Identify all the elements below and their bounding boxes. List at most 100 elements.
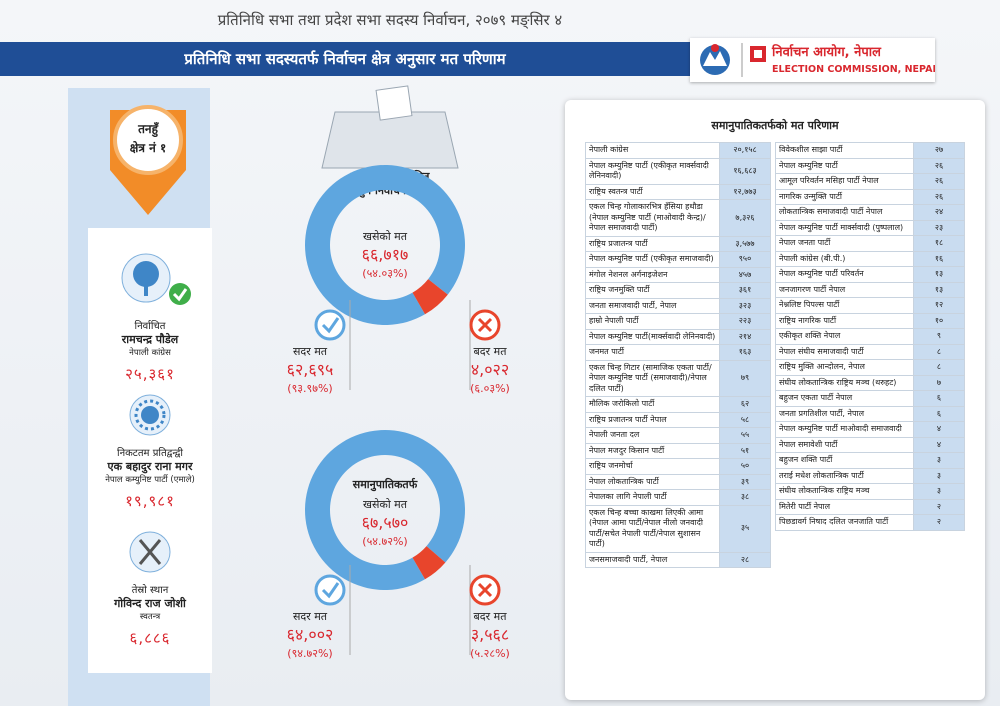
table-row: नेपाल कम्युनिष्ट पार्टी(मार्क्सवादी लेनि… [585, 328, 771, 345]
cast-label: खसेको मत [363, 230, 408, 243]
party-name: नेपाल कम्युनिष्ट पार्टी [775, 157, 914, 174]
table-row: संघीय लोकतान्त्रिक राष्ट्रिय मञ्च ३ [775, 483, 965, 500]
table-row: राष्ट्रिय जनमुक्ति पार्टी ३६१ [585, 282, 771, 299]
cast-label: खसेको मत [363, 498, 408, 511]
party-votes: ७९ [719, 359, 771, 397]
valid-pct: (९३.९७%) [287, 382, 332, 395]
table-row: राष्ट्रिय जनमोर्चा ५० [585, 458, 771, 475]
party-votes: १६,६८३ [719, 157, 771, 185]
table-row: एकल चिन्ह गोलाकारभित्र हँसिया हथौडा (नेप… [585, 199, 771, 237]
invalid-arc [412, 546, 446, 580]
party-votes: २०,१५८ [719, 142, 771, 159]
party-votes: ३ [913, 483, 965, 500]
pin-circle [113, 105, 183, 175]
invalid-pct: (५.२८%) [470, 647, 510, 660]
party-name: आमूल परिवर्तन मसिहा पार्टी नेपाल [775, 173, 914, 190]
party-votes: ४५७ [719, 266, 771, 283]
party-name: राष्ट्रिय स्वतन्त्र पार्टी [585, 183, 720, 200]
candidate-name: गोविन्द राज जोशी [114, 597, 186, 610]
candidate-votes: ६,८८६ [129, 629, 171, 647]
party-name: एकीकृत शक्ति नेपाल [775, 328, 914, 345]
party-name: नागरिक उन्मुक्ति पार्टी [775, 188, 914, 205]
logo-en: ELECTION COMMISSION, NEPAL [772, 64, 935, 75]
party-votes: ३ [913, 452, 965, 469]
table-row: मौलिक जरोकिलो पार्टी ६२ [585, 396, 771, 413]
valid-votes: ६४,००२ [287, 625, 334, 644]
table-row: लोकतान्त्रिक समाजवादी पार्टी नेपाल २४ [775, 204, 965, 221]
party-votes: ६ [913, 390, 965, 407]
valid-label: सदर मत [293, 610, 328, 623]
party-votes: ७,३२६ [719, 199, 771, 237]
invalid-votes: ३,५६८ [471, 625, 509, 644]
results-table-right: विवेकशील साझा पार्टी २७ नेपाल कम्युनिष्ट प… [775, 142, 965, 531]
party-votes: ५१ [719, 442, 771, 459]
party-votes: २६ [913, 188, 965, 205]
table-row: एकल चिन्ह गिटार (सामाजिक एकता पार्टी/नेप… [585, 359, 771, 397]
table-row: संघीय लोकतान्त्रिक राष्ट्रिय मञ्च (थरुहट… [775, 374, 965, 391]
table-row: नागरिक उन्मुक्ति पार्टी २६ [775, 188, 965, 205]
constituency-number: क्षेत्र नं १ [130, 141, 166, 155]
invalid-cross [477, 582, 493, 598]
table-row: नेपाल लोकतान्त्रिक पार्टी ३९ [585, 473, 771, 490]
party-votes: २६ [913, 157, 965, 174]
party-votes: १३ [913, 281, 965, 298]
ballot-paper [375, 85, 413, 121]
scissors-symbol [138, 539, 162, 565]
valid-tick [321, 317, 340, 334]
check-mark [172, 288, 188, 302]
party-votes: २२३ [719, 313, 771, 330]
party-votes: २३ [913, 219, 965, 236]
sun-rays [134, 399, 166, 431]
valid-icon [314, 309, 346, 341]
results-table-left: नेपाली कांग्रेस २०,१५८ नेपाल कम्युनिष्ट पा… [585, 142, 771, 568]
emblem-mountain [703, 51, 727, 66]
party-name: राष्ट्रिय प्रजातन्त्र पार्टी [585, 235, 720, 252]
table-row: बहुजन एकता पार्टी नेपाल ६ [775, 390, 965, 407]
party-name: नेपाली जनता दल [585, 427, 720, 444]
party-votes: ३,५७७ [719, 235, 771, 252]
candidate: निकटतम प्रतिद्वन्द्वी एक बहादुर राना मगर… [88, 393, 212, 511]
party-votes: १६ [913, 250, 965, 267]
party-votes: ९ [913, 328, 965, 345]
party-votes: ४ [913, 436, 965, 453]
party-votes: ३८ [719, 489, 771, 506]
party-name: नेपाल जनता पार्टी [775, 235, 914, 252]
party-name: जनता समाजवादी पार्टी, नेपाल [585, 297, 720, 314]
candidate-votes: १९,९८१ [125, 492, 175, 510]
tree-symbol [133, 261, 159, 287]
ec-icon-inner [754, 50, 762, 58]
party-name: लोकतान्त्रिक समाजवादी पार्टी नेपाल [775, 204, 914, 221]
candidate-party: नेपाली कांग्रेस [129, 348, 171, 358]
party-name: तराई मधेश लोकतान्त्रिक पार्टी [775, 467, 914, 484]
party-name: बहुजन एकता पार्टी नेपाल [775, 390, 914, 407]
party-name: जनसमाजवादी पार्टी, नेपाल [585, 551, 720, 568]
party-name: नेपाल कम्युनिष्ट पार्टी मार्क्सवादी (पुष… [775, 219, 914, 236]
logo-graphic: निर्वाचन आयोग, नेपाल ELECTION COMMISSION… [700, 43, 935, 77]
party-votes: २ [913, 498, 965, 515]
party-votes: ८ [913, 343, 965, 360]
party-votes: १३ [913, 266, 965, 283]
party-votes: ३९ [719, 473, 771, 490]
valid-arc [305, 430, 466, 590]
party-votes: २४ [913, 204, 965, 221]
party-votes: ४ [913, 421, 965, 438]
table-row: नेपाल जनता पार्टी १८ [775, 235, 965, 252]
party-votes: ६२ [719, 396, 771, 413]
party-name: नेपाली कांग्रेस [585, 142, 720, 159]
sun-symbol [141, 406, 159, 424]
party-votes: १८ [913, 235, 965, 252]
table-row: नेपाल कम्युनिष्ट पार्टी परिवर्तन १३ [775, 266, 965, 283]
table-row: नेपाल कम्युनिष्ट पार्टी माओवादी समाजवादी… [775, 421, 965, 438]
party-name: एकल चिन्ह बच्चा काखमा लिएकी आमा (नेपाल आ… [585, 504, 720, 553]
party-votes: ३ [913, 467, 965, 484]
party-name: बहुजन शक्ति पार्टी [775, 452, 914, 469]
valid-icon [314, 574, 346, 606]
table-row: नेपाली कांग्रेस (बी.पी.) १६ [775, 250, 965, 267]
table-row: जनता प्रगतिशील पार्टी, नेपाल ६ [775, 405, 965, 422]
party-name: एकल चिन्ह गोलाकारभित्र हँसिया हथौडा (नेप… [585, 199, 720, 237]
party-votes: ५५ [719, 427, 771, 444]
table-row: तराई मधेश लोकतान्त्रिक पार्टी ३ [775, 467, 965, 484]
tree-trunk [144, 284, 148, 296]
district: तनहुँ [137, 122, 159, 138]
candidate-status: निकटतम प्रतिद्वन्द्वी [116, 448, 184, 459]
